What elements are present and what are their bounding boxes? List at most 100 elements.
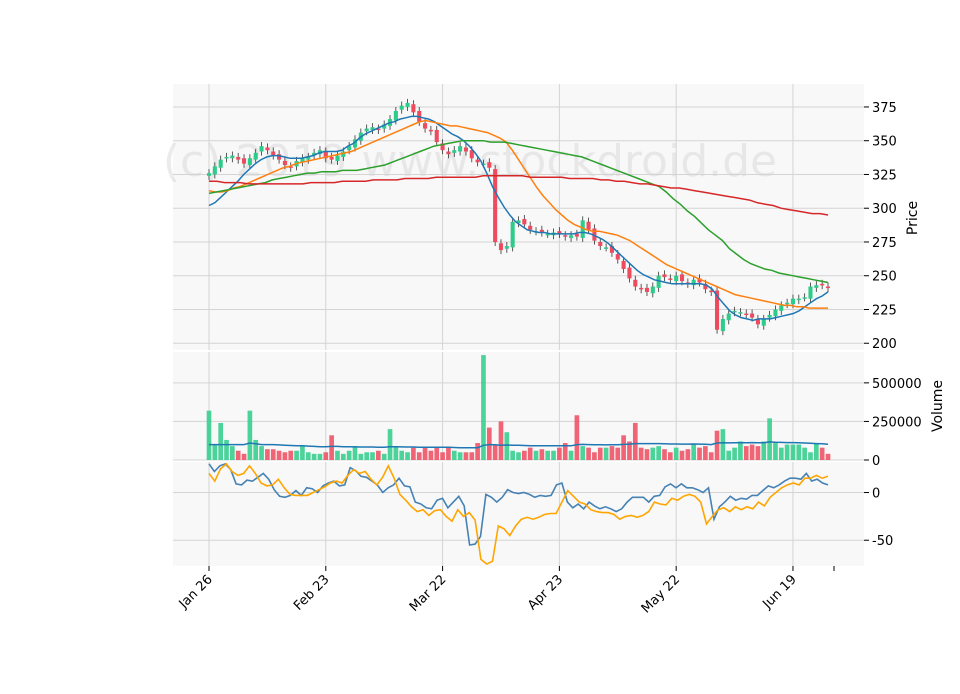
candle-up [732, 310, 737, 313]
volume-bar [586, 447, 591, 460]
candle-up [674, 275, 679, 282]
volume-bar [352, 446, 358, 460]
candle-down [411, 104, 416, 113]
price-tick-label: 300 [872, 202, 897, 217]
x-tick-label: Jan 26 [176, 572, 216, 612]
volume-bar [405, 452, 410, 460]
candle-down [744, 313, 749, 316]
x-tick-label: Apr 23 [525, 572, 566, 613]
candle-up [691, 279, 696, 286]
volume-bar [270, 449, 276, 460]
volume-bar [638, 447, 644, 460]
volume-bar [703, 446, 708, 460]
volume-bar [749, 444, 755, 460]
price-axis-title: Price [905, 201, 921, 235]
candle-down [563, 235, 568, 237]
candle-down [434, 129, 439, 143]
volume-bar [679, 450, 685, 460]
candle-up [720, 318, 725, 332]
volume-bar [329, 435, 334, 460]
candle-down [528, 225, 533, 230]
sma_long-line [209, 175, 829, 216]
volume-bar [305, 452, 311, 460]
candle-down [820, 283, 825, 286]
candle-up [808, 286, 813, 299]
candle-up [206, 173, 212, 176]
volume-bar [802, 447, 807, 460]
candle-down [323, 151, 328, 159]
candle-up [779, 305, 784, 311]
volume-bar [516, 452, 521, 460]
candle-up [393, 111, 398, 121]
volume-bar [533, 450, 539, 460]
price-tick-label: 225 [872, 303, 897, 318]
candle-up [510, 221, 515, 248]
candle-down [574, 233, 579, 237]
volume-bar [393, 446, 399, 460]
candle-down [522, 219, 527, 225]
volume-bar [492, 444, 498, 460]
candle-down [440, 143, 445, 151]
volume-bar [416, 452, 422, 460]
candle-up [230, 155, 235, 159]
candle-down [709, 290, 714, 293]
volume-bar [708, 452, 714, 460]
sma_mid-line [208, 119, 828, 309]
volume-bar [778, 447, 784, 460]
volume-bar [300, 446, 305, 460]
volume-bar [335, 450, 340, 460]
candle-up [761, 318, 766, 326]
volume-bar [743, 446, 749, 460]
candle-down [487, 162, 492, 168]
candle-up [382, 124, 387, 129]
candle-down [668, 278, 673, 280]
candle-down [475, 159, 480, 163]
volume-bar [568, 450, 574, 460]
volume-bar [440, 452, 445, 460]
volume-bar [562, 443, 568, 460]
volume-bar [557, 447, 562, 460]
candle-down [446, 151, 451, 155]
volume-bar [486, 427, 492, 460]
candle-down [755, 318, 760, 325]
candle-up [341, 151, 346, 157]
candle-up [224, 156, 229, 159]
volume-bar [510, 450, 515, 460]
vol-panel-background [173, 352, 864, 460]
candle-down [697, 278, 702, 283]
candle-down [428, 129, 433, 132]
volume-bar [235, 450, 241, 460]
candle-down [288, 166, 293, 168]
volume-bar [387, 429, 393, 460]
volume-bar [230, 446, 235, 460]
candle-up [785, 302, 790, 305]
x-tick-label: Jun 19 [759, 572, 799, 612]
candle-down [750, 313, 755, 318]
volume_avg-line [209, 441, 829, 449]
price-tick-label: 350 [872, 135, 897, 150]
candle-down [615, 254, 620, 260]
volume-bar [761, 441, 767, 460]
volume-bar [551, 450, 556, 460]
candle-up [218, 159, 223, 168]
volume-bar [399, 450, 405, 460]
candle-up [790, 298, 796, 305]
volume-bar [813, 443, 819, 460]
candle-down [329, 156, 334, 160]
volume-bar [218, 422, 224, 460]
candle-down [493, 169, 498, 242]
volume-bar [539, 449, 545, 460]
candle-up [656, 275, 661, 288]
volume-bar [685, 449, 691, 460]
volume-bar [650, 447, 656, 460]
volume-bar [691, 444, 697, 460]
candle-up [405, 102, 410, 107]
candle-down [825, 286, 831, 289]
candle-down [592, 228, 597, 241]
volume-bar [714, 430, 720, 460]
candle-down [469, 150, 474, 159]
candle-up [604, 247, 609, 249]
candle-down [715, 290, 720, 330]
